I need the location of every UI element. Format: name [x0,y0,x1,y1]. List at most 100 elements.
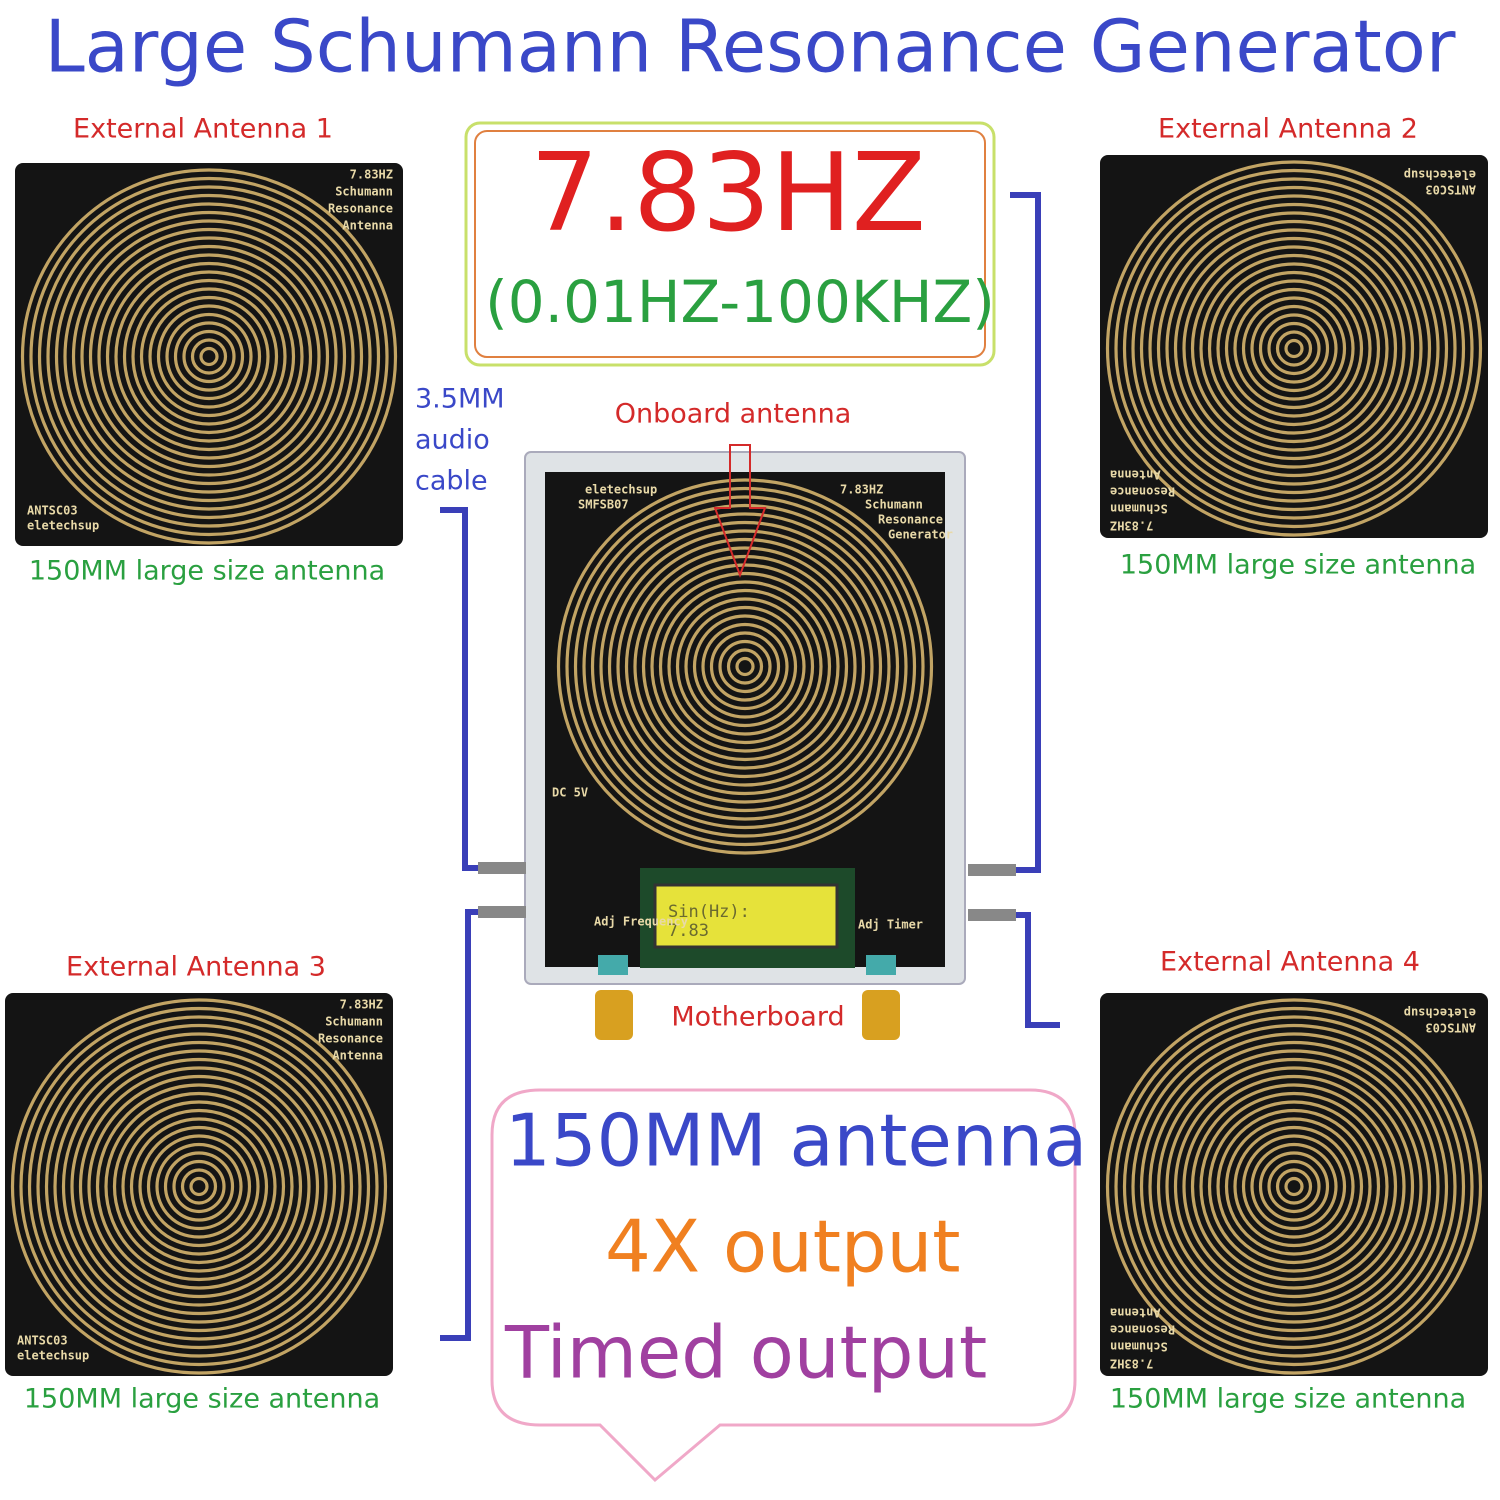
spiral-trace [1190,1083,1398,1290]
pcb-text: Antenna [1110,1306,1161,1320]
jack [478,862,526,874]
spiral-trace [1241,296,1347,401]
cable-label-line: audio [415,425,490,456]
spiral-trace [667,588,823,745]
antenna: 7.83HZ Schumann Resonance Antenna ANTSC03ele… [5,952,393,1415]
spiral-trace [1122,1015,1466,1358]
lcd-line: Sin(Hz): [668,902,750,922]
cables [440,192,1060,1341]
cable-label-line: 3.5MM [415,384,505,415]
spiral-trace [692,614,798,719]
pcb-text: Schumann [335,185,393,199]
spiral-trace [641,563,849,770]
jack [478,906,526,918]
spiral-trace [146,1134,252,1239]
spiral-trace [10,998,388,1375]
pcb-text: Resonance [318,1032,383,1046]
spiral-trace [104,1091,294,1282]
spiral-trace [19,1006,379,1367]
spiral-trace [180,1168,218,1205]
spiral-trace [80,227,338,486]
spiral-trace [1258,1151,1330,1222]
spiral-trace [1114,168,1474,529]
spiral-trace [112,1100,286,1273]
spiral-trace [1105,998,1483,1375]
spiral-trace [624,546,866,787]
spiral-trace [53,1040,345,1333]
knob [862,990,900,1040]
antenna-label: External Antenna 1 [73,114,333,145]
spiral-trace [131,278,287,435]
spiral-trace [556,478,934,855]
cable [1010,192,1041,873]
pcb-text: 7.83HZ [1110,519,1153,533]
antenna-print: 7.83HZ Schumann Resonance Antenna ANTSC03ele… [17,998,383,1363]
spiral-trace [599,520,891,813]
spiral-trace [1173,228,1415,469]
spiral-trace [1207,1100,1381,1273]
lcd-line: 7.83 [668,921,709,941]
cable-label-line: cable [415,466,488,497]
spiral-trace [1139,194,1449,503]
spiral-trace [1216,1108,1372,1265]
spiral-trace [148,295,270,418]
frequency: 7.83HZ [530,131,926,256]
spiral-trace [95,1083,303,1290]
spiral-trace [1148,202,1440,495]
spiral-trace [121,1108,277,1265]
spiral-trace [122,270,296,443]
knob-label: Adj Frequency [594,915,688,929]
frame-outer [464,121,996,367]
motherboard-label: Motherboard [671,1002,844,1033]
mb-line: Generator [888,528,953,542]
spiral-trace [139,287,279,426]
antenna-caption: 150MM large size antenna [24,1384,380,1415]
mb-line: Schumann [865,498,923,512]
pcb-text: Antenna [342,219,393,233]
spiral-trace [1122,177,1466,520]
spiral-trace [565,486,925,847]
spiral-trace [633,554,857,779]
feature-bubble [490,1088,1077,1483]
spiral-trace [172,1159,226,1214]
spiral-trace [63,210,355,503]
title: Large Schumann Resonance Generator [45,5,1456,89]
spiral-trace [1182,236,1406,461]
pcb-text: Schumann [1110,1340,1168,1354]
spiral-trace [1156,211,1432,486]
knob [595,990,633,1040]
spiral-trace [1233,1125,1355,1248]
spiral-trace [173,321,245,392]
spiral-trace [1199,253,1389,444]
spiral-trace [114,261,304,452]
jack [968,909,1016,921]
cable [440,909,485,1341]
pcb-text: ANTSC03 [1425,1021,1476,1035]
knob-base [866,955,896,975]
mb-power: DC 5V [552,786,588,800]
spiral-trace [61,1049,337,1324]
spiral-trace [1250,1142,1338,1231]
spiral-trace [1156,1049,1432,1324]
spiral-trace [1165,219,1423,478]
spiral-trace [573,495,917,838]
mb-brand: eletechsup [585,483,657,497]
onboard-spiral [556,478,934,855]
spiral-trace [616,537,874,796]
pcb-text: Schumann [325,1015,383,1029]
cable-label: 3.5MM audio cable [415,384,505,497]
spiral-trace [1139,1032,1449,1341]
pcb-text: ANTSC03 [17,1334,68,1348]
mb-line: Resonance [878,513,943,527]
knob-base [598,955,628,975]
antennas: 7.83HZSchumannResonanceAntennaANTSC03ele… [5,114,1488,1415]
pcb-text: 7.83HZ [340,998,383,1012]
spiral-trace [70,1057,328,1316]
spiral-trace [189,1176,209,1197]
spiral-trace [701,622,789,711]
arrow [713,444,767,578]
antenna: 7.83HZ Schumann Resonance Antenna ANTSC03ele… [1100,114,1488,581]
feature: 4X output [605,1205,961,1289]
pcb-text: eletechsup [17,1349,89,1363]
spiral-trace [582,503,908,830]
